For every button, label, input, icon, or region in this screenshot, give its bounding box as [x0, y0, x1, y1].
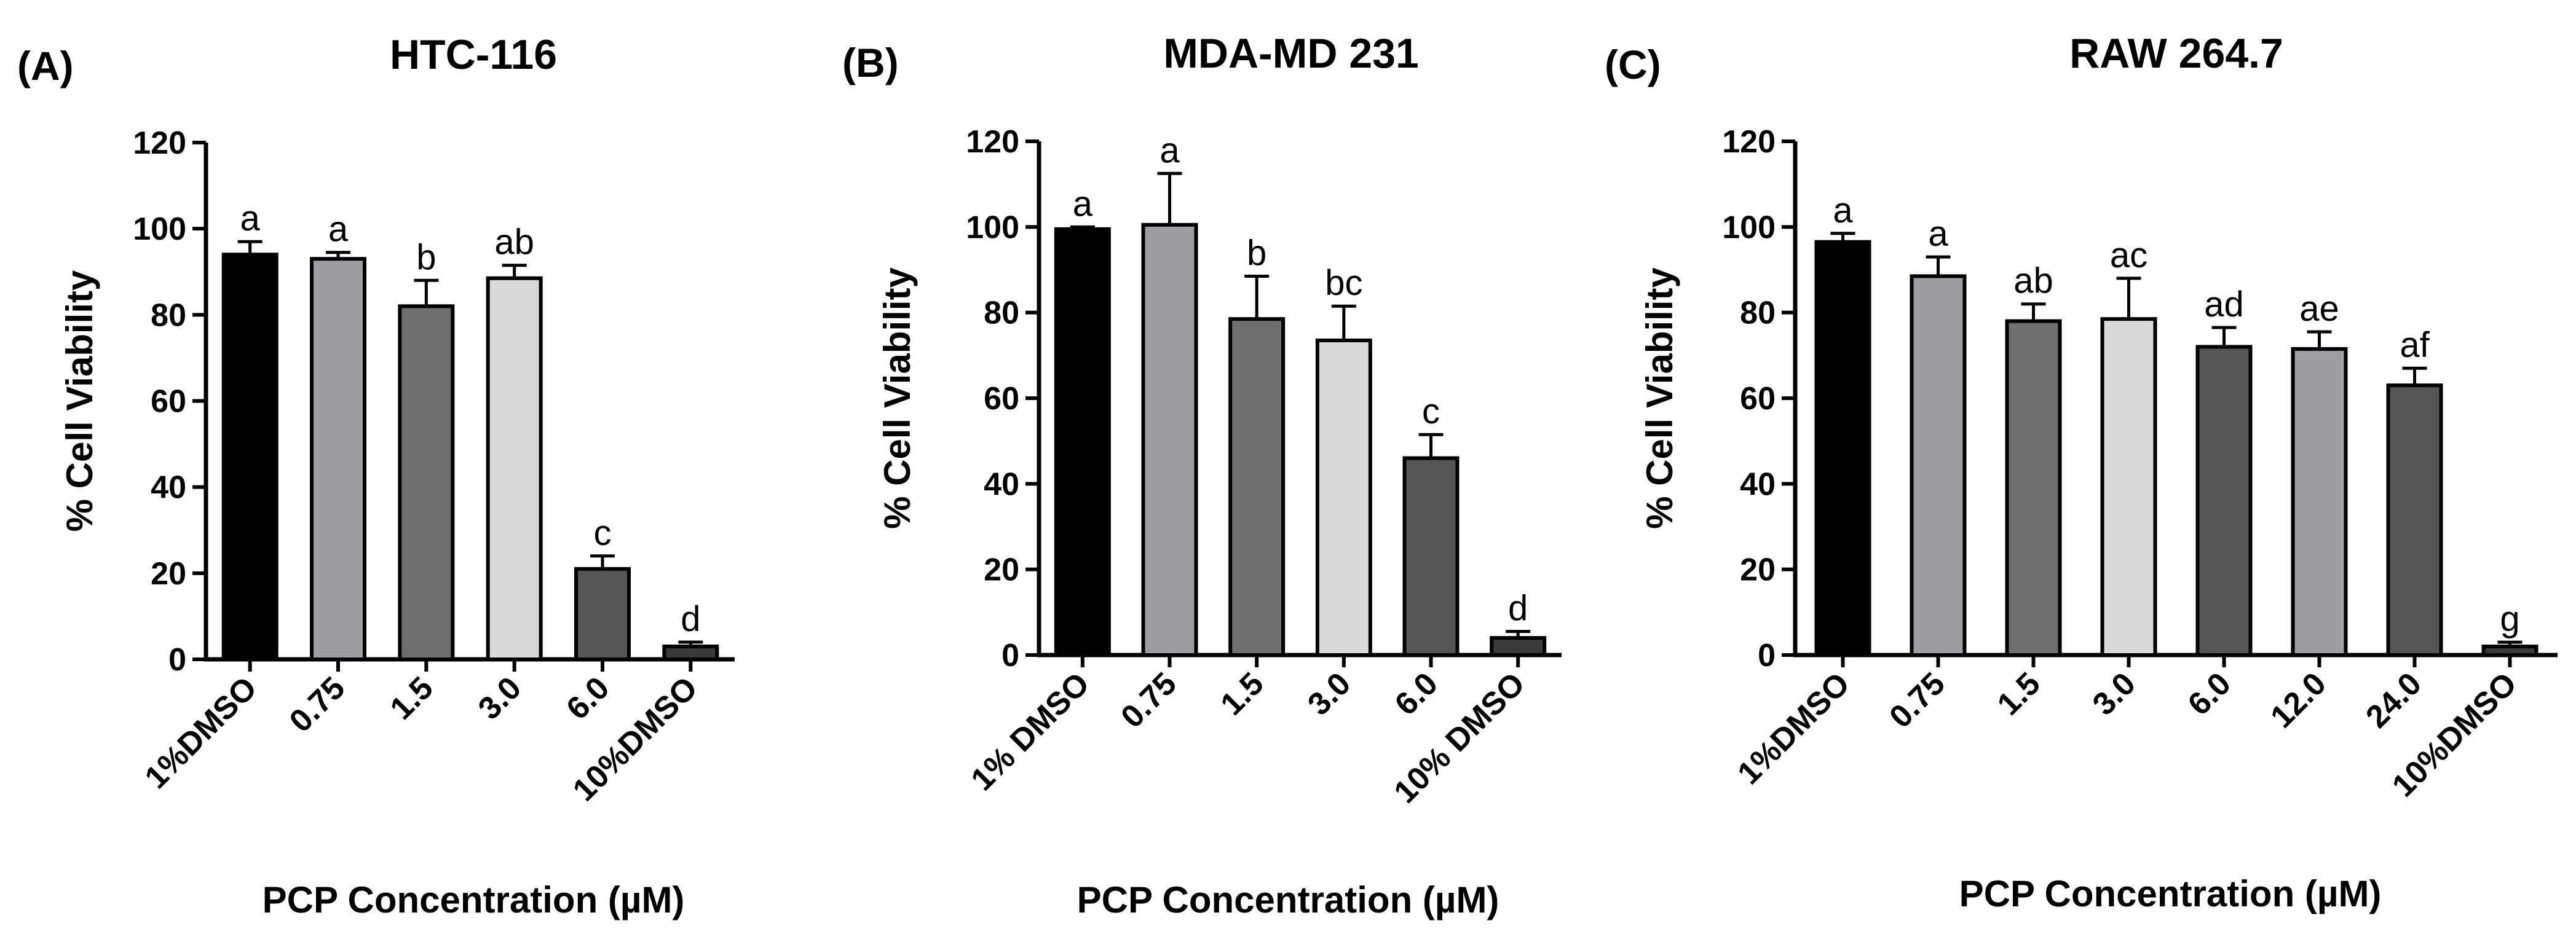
x-tick-label: 1%DMSO [1731, 665, 1857, 791]
significance-label: af [2400, 325, 2430, 365]
chart-title: MDA-MD 231 [1163, 30, 1419, 77]
x-tick-label: 3.0 [1301, 665, 1357, 722]
bar [1910, 274, 1967, 657]
bar [2005, 319, 2062, 657]
x-tick-label: 1.5 [1214, 665, 1271, 722]
significance-label: d [681, 599, 700, 639]
chart-panel-1: (A) HTC-116 % Cell Viability PCP Concentrat… [17, 31, 735, 920]
bar [1228, 317, 1286, 657]
y-axis-label: % Cell Viability [59, 270, 100, 532]
y-tick-label: 100 [1722, 210, 1776, 245]
y-tick-label: 80 [1740, 296, 1776, 331]
panel-label: (C) [1605, 42, 1661, 87]
chart-panel-3: (C) RAW 264.7 % Cell Viability PCP Concentr… [1605, 30, 2558, 914]
x-tick-label: 6.0 [2181, 665, 2238, 722]
x-tick-label: 1%DMSO [138, 670, 264, 795]
bar [662, 644, 719, 661]
bar [398, 304, 455, 662]
bar [2386, 383, 2443, 657]
y-tick-label: 40 [984, 466, 1019, 502]
x-tick-label: 1.5 [1991, 665, 2047, 722]
bar [574, 567, 631, 662]
y-tick-label: 40 [151, 470, 186, 506]
significance-label: d [1508, 589, 1528, 629]
y-tick-label: 0 [168, 642, 186, 678]
bar [486, 276, 543, 661]
bar [1814, 240, 1871, 657]
y-tick-label: 20 [151, 556, 186, 592]
panel-label: (B) [842, 40, 899, 85]
significance-label: a [1073, 184, 1093, 224]
significance-label: ab [2013, 261, 2053, 301]
y-tick-label: 20 [1740, 552, 1776, 588]
significance-label: ae [2299, 289, 2339, 329]
y-tick-label: 0 [1002, 638, 1019, 673]
y-tick-label: 20 [984, 552, 1019, 588]
significance-label: bc [1325, 263, 1362, 303]
y-tick-label: 80 [151, 297, 186, 333]
significance-label: b [416, 237, 436, 277]
significance-label: ab [494, 222, 534, 262]
x-tick-label: 12.0 [2264, 665, 2333, 735]
significance-label: a [1833, 190, 1853, 230]
significance-label: ad [2204, 285, 2244, 324]
y-tick-label: 60 [1740, 381, 1776, 417]
significance-label: g [2500, 599, 2519, 639]
y-axis-label: % Cell Viability [877, 267, 918, 529]
x-tick-label: 0.75 [1883, 665, 1952, 735]
significance-label: c [1422, 391, 1440, 431]
x-tick-label: 24.0 [2359, 665, 2428, 735]
bar [310, 257, 366, 662]
y-tick-label: 120 [966, 124, 1019, 160]
x-tick-label: 1% DMSO [965, 665, 1097, 798]
significance-label: a [240, 198, 261, 238]
y-tick-label: 80 [984, 296, 1019, 331]
x-axis-label: PCP Concentration (µM) [1959, 873, 2382, 914]
y-tick-label: 40 [1740, 466, 1776, 502]
significance-label: a [328, 210, 349, 249]
y-tick-label: 0 [1758, 638, 1776, 673]
x-tick-label: 6.0 [1388, 665, 1445, 722]
chart-title: RAW 264.7 [2069, 30, 2283, 77]
bar [1490, 636, 1547, 657]
x-tick-label: 0.75 [1114, 665, 1183, 735]
significance-label: a [1160, 130, 1180, 170]
x-tick-label: 6.0 [559, 670, 616, 726]
y-tick-label: 100 [133, 211, 186, 247]
bar [1315, 338, 1372, 657]
significance-label: ac [2110, 235, 2147, 275]
y-tick-label: 60 [984, 381, 1019, 417]
chart-panel-2: (B) MDA-MD 231 % Cell Viability PCP Concent… [842, 30, 1562, 920]
bar [2291, 347, 2348, 657]
y-tick-label: 60 [151, 384, 186, 420]
bar [2481, 645, 2538, 657]
x-tick-label: 3.0 [2086, 665, 2143, 722]
bar [1141, 222, 1198, 657]
bar [1054, 227, 1111, 657]
x-tick-label: 3.0 [472, 670, 528, 726]
significance-label: c [594, 513, 612, 553]
x-axis-label: PCP Concentration (µM) [263, 879, 685, 920]
x-tick-label: 0.75 [283, 670, 352, 739]
panel-label: (A) [17, 43, 74, 88]
significance-label: a [1928, 214, 1948, 254]
significance-label: b [1247, 233, 1266, 273]
y-tick-label: 120 [1722, 124, 1776, 160]
x-tick-label: 1.5 [384, 670, 440, 726]
y-axis-label: % Cell Viability [1639, 267, 1680, 529]
y-tick-label: 100 [966, 210, 1019, 245]
y-tick-label: 120 [133, 125, 186, 161]
x-axis-label: PCP Concentration (µM) [1077, 879, 1499, 920]
bar [1402, 456, 1460, 657]
bar [221, 253, 279, 661]
bar [2100, 317, 2157, 657]
bar [2195, 345, 2253, 657]
chart-title: HTC-116 [390, 31, 557, 78]
